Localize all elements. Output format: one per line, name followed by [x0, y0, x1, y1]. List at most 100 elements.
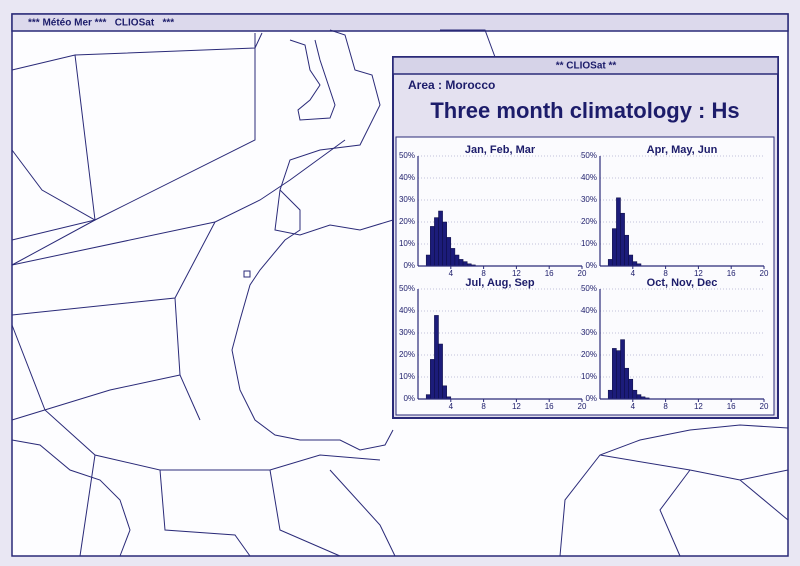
bar [438, 210, 443, 267]
x-tick-label: 20 [578, 269, 587, 278]
y-tick-label: 0% [585, 261, 597, 270]
bar [616, 197, 621, 267]
x-tick-label: 16 [727, 269, 736, 278]
coastline [289, 39, 336, 121]
bar [462, 261, 468, 267]
map-line [329, 469, 396, 557]
bar [632, 389, 638, 400]
bar [458, 259, 464, 267]
x-tick-label: 16 [545, 269, 554, 278]
x-tick-label: 8 [663, 269, 668, 278]
y-tick-label: 10% [399, 372, 415, 381]
window-title: ** CLIOSat ** [556, 61, 617, 72]
bar [430, 226, 435, 267]
map-marker [243, 270, 251, 278]
map-line [11, 221, 216, 266]
bar [454, 254, 460, 267]
y-tick-label: 20% [399, 350, 415, 359]
x-tick-label: 12 [694, 269, 703, 278]
chart-title: Oct, Nov, Dec [647, 277, 718, 289]
x-tick-label: 8 [481, 402, 486, 411]
bar [628, 254, 634, 267]
x-tick-label: 12 [694, 402, 703, 411]
bar [612, 228, 617, 267]
coastline [274, 189, 394, 236]
bar [628, 378, 634, 400]
chart-title: Apr, May, Jun [647, 144, 718, 156]
x-tick-label: 16 [545, 402, 554, 411]
heading: Three month climatology : Hs [430, 98, 739, 123]
y-tick-label: 20% [581, 350, 597, 359]
y-tick-label: 10% [581, 372, 597, 381]
x-tick-label: 4 [631, 269, 636, 278]
chart-title: Jan, Feb, Mar [465, 144, 536, 156]
y-tick-label: 0% [403, 261, 415, 270]
y-tick-label: 0% [403, 394, 415, 403]
bar [446, 237, 452, 267]
y-tick-label: 30% [399, 195, 415, 204]
x-tick-label: 8 [481, 269, 486, 278]
y-tick-label: 30% [399, 328, 415, 337]
bar [442, 385, 447, 400]
coastline [559, 424, 789, 557]
map-line [739, 479, 789, 521]
y-tick-label: 10% [399, 239, 415, 248]
cliosat-title-bar [392, 56, 779, 75]
coastline [231, 29, 394, 451]
map-line [599, 454, 789, 481]
bar [438, 343, 443, 400]
y-tick-label: 20% [581, 217, 597, 226]
bar [430, 359, 435, 400]
bar [616, 350, 621, 400]
app-title-bar [11, 13, 789, 32]
map-line [11, 139, 346, 316]
x-tick-label: 4 [449, 269, 454, 278]
x-tick-label: 8 [663, 402, 668, 411]
bar [620, 339, 625, 400]
y-tick-label: 0% [585, 394, 597, 403]
area-label: Area : Morocco [408, 78, 495, 92]
map-line [11, 219, 96, 266]
y-tick-label: 30% [581, 328, 597, 337]
map-line [659, 469, 691, 557]
bar [624, 367, 629, 400]
bar [425, 394, 431, 400]
bar [434, 217, 439, 267]
y-tick-label: 30% [581, 195, 597, 204]
x-tick-label: 20 [578, 402, 587, 411]
y-tick-label: 50% [581, 151, 597, 160]
y-tick-label: 40% [581, 306, 597, 315]
bar [442, 221, 447, 267]
y-tick-label: 40% [581, 173, 597, 182]
bar [450, 248, 456, 267]
x-tick-label: 12 [512, 269, 521, 278]
bar [612, 348, 617, 400]
y-tick-label: 20% [399, 217, 415, 226]
y-tick-label: 40% [399, 173, 415, 182]
x-tick-label: 16 [727, 402, 736, 411]
y-tick-label: 10% [581, 239, 597, 248]
map-line [79, 454, 96, 557]
map-line [269, 469, 341, 557]
coastline [11, 439, 131, 557]
x-tick-label: 20 [760, 269, 769, 278]
y-tick-label: 50% [399, 151, 415, 160]
x-tick-label: 4 [449, 402, 454, 411]
y-tick-label: 50% [399, 284, 415, 293]
map-line [11, 54, 96, 241]
app-title: *** Météo Mer *** CLIOSat *** [28, 18, 174, 29]
chart-title: Jul, Aug, Sep [465, 277, 535, 289]
bar [620, 212, 625, 267]
map-line [160, 454, 381, 471]
x-tick-label: 20 [760, 402, 769, 411]
map-line [440, 29, 496, 58]
y-tick-label: 50% [581, 284, 597, 293]
x-tick-label: 12 [512, 402, 521, 411]
x-tick-label: 4 [631, 402, 636, 411]
bar [425, 254, 431, 267]
bar [607, 389, 613, 400]
bar [632, 261, 638, 267]
bar [434, 315, 439, 400]
charts-area [395, 136, 775, 416]
